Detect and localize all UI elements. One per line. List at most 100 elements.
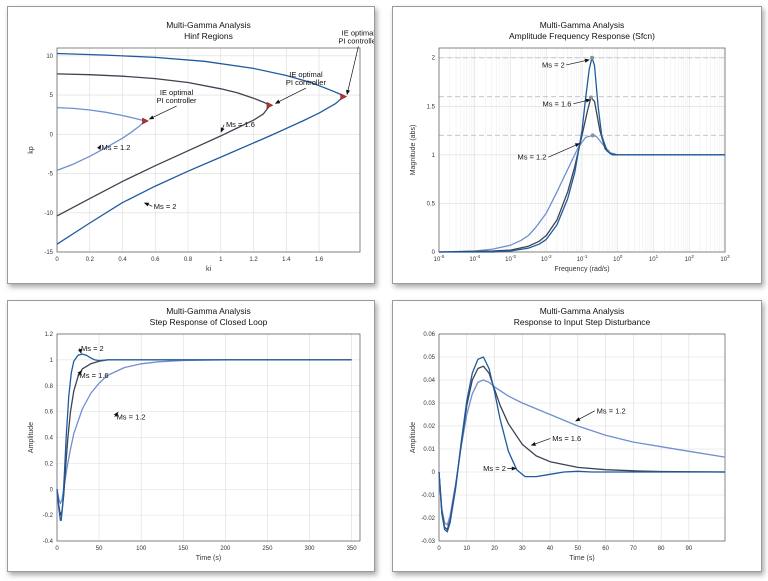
x-tick-label: 150 — [178, 546, 189, 552]
x-tick-label: 101 — [649, 254, 659, 263]
annotation-label: Ms = 1.6 — [552, 434, 581, 443]
x-tick-label: 100 — [136, 546, 147, 552]
x-tick-label: 102 — [685, 254, 695, 263]
annotation-arrow — [277, 87, 307, 103]
x-tick-label: 50 — [574, 546, 581, 552]
x-tick-label: 250 — [262, 546, 273, 552]
y-tick-label: 5 — [50, 93, 54, 99]
annotation-label: IE optimal — [342, 28, 374, 37]
y-tick-label: 2 — [432, 56, 436, 62]
x-tick-label: 0 — [55, 257, 59, 263]
x-tick-label: 0.2 — [86, 257, 95, 263]
grid-lines — [56, 48, 360, 253]
y-axis-label: Amplitude — [28, 422, 35, 453]
series-line-ms12 — [56, 106, 147, 172]
y-tick-label: 0.2 — [45, 461, 54, 467]
x-tick-label: 350 — [347, 546, 358, 552]
x-tick-label: 300 — [304, 546, 315, 552]
y-tick-label: -10 — [44, 211, 53, 217]
optimal-point-marker — [266, 101, 274, 109]
y-tick-label: 0 — [50, 487, 54, 493]
chart-title: Multi-Gamma Analysis — [166, 20, 251, 30]
annotation-label: IE optimal — [160, 88, 194, 97]
y-tick-label: 1 — [432, 153, 436, 159]
y-axis-label: kp — [28, 146, 35, 154]
x-tick-label: 0 — [437, 546, 441, 552]
y-tick-label: 0.01 — [423, 447, 435, 453]
annotation-arrowhead — [97, 144, 102, 150]
annotation-arrowhead — [346, 89, 350, 96]
chart-title: Multi-Gamma Analysis — [166, 306, 251, 316]
x-tick-label: 1.2 — [249, 257, 258, 263]
annotation-arrow — [347, 46, 359, 93]
annotation-arrow — [151, 105, 177, 119]
y-tick-label: 0.4 — [45, 436, 54, 442]
y-tick-label: 0.05 — [423, 355, 435, 361]
annotation-label: PI controller — [157, 96, 198, 105]
annotation-arrowhead — [77, 348, 82, 355]
annotation-label: IE optimal — [289, 70, 323, 79]
annotation-arrowhead — [511, 466, 517, 471]
annotation-arrowhead — [220, 127, 225, 133]
chart-panel-amplitude-response: Multi-Gamma Analysis Amplitude Frequency … — [392, 6, 762, 284]
y-tick-label: 0 — [432, 250, 436, 256]
x-tick-label: 30 — [519, 546, 526, 552]
x-tick-label: 0.6 — [151, 257, 160, 263]
grid-lines — [56, 333, 360, 542]
x-tick-label: 0.4 — [118, 257, 127, 263]
series-line-ms2 — [56, 52, 345, 245]
y-tick-label: -0.03 — [421, 539, 435, 545]
annotation-label: PI controller — [286, 78, 327, 87]
annotation-label: PI controller — [338, 36, 374, 45]
x-tick-label: 10-4 — [469, 254, 480, 263]
annotation-label: Ms = 2 — [154, 202, 177, 211]
annotation-label: Ms = 1.2 — [517, 153, 546, 162]
series-line-ms12 — [56, 359, 352, 505]
plot-area-frame — [438, 47, 726, 253]
x-tick-label: 10 — [463, 546, 470, 552]
optimal-point-marker — [142, 117, 150, 125]
x-tick-label: 50 — [96, 546, 103, 552]
annotation-label: Ms = 2 — [483, 464, 506, 473]
plot-area-frame — [56, 47, 361, 253]
annotation-arrowhead — [575, 417, 581, 422]
y-tick-label: -5 — [48, 172, 54, 178]
y-tick-label: 0 — [432, 470, 436, 476]
y-axis-label: Magnitude (abs) — [410, 125, 417, 176]
peak-marker — [590, 55, 595, 60]
series-line-ms12 — [438, 379, 726, 526]
y-tick-label: -0.01 — [421, 493, 435, 499]
x-tick-label: 103 — [720, 254, 730, 263]
annotation-arrow — [577, 410, 595, 421]
annotation-arrowhead — [113, 411, 119, 417]
chart-subtitle: Step Response of Closed Loop — [150, 317, 268, 327]
y-tick-label: 0.02 — [423, 424, 435, 430]
annotation-arrowhead — [77, 370, 83, 376]
y-tick-label: 0.8 — [45, 384, 54, 390]
y-tick-label: -0.2 — [43, 513, 54, 519]
series-line-ms16 — [438, 365, 726, 531]
annotation-arrow — [573, 99, 589, 105]
chart-panel-disturbance-response: Multi-Gamma Analysis Response to Input St… — [392, 300, 762, 572]
annotation-arrowhead — [530, 441, 537, 446]
y-tick-label: 1.2 — [45, 332, 54, 338]
x-tick-label: 70 — [630, 546, 637, 552]
x-tick-label: 60 — [602, 546, 609, 552]
annotation-arrowhead — [148, 115, 155, 120]
annotation-arrowhead — [585, 98, 591, 103]
y-tick-label: 10 — [46, 54, 53, 60]
x-tick-label: 0.8 — [184, 257, 193, 263]
x-tick-label: 1 — [219, 257, 223, 263]
annotation-label: Ms = 1.2 — [101, 143, 130, 152]
grid-lines — [438, 333, 725, 542]
chart-title: Multi-Gamma Analysis — [540, 20, 625, 30]
x-axis-label: ki — [206, 266, 212, 273]
y-tick-label: 0.03 — [423, 401, 435, 407]
plot-area-frame — [56, 333, 361, 542]
chart-panel-step-response: Multi-Gamma Analysis Step Response of Clo… — [7, 300, 375, 572]
peak-marker — [590, 133, 595, 138]
y-tick-label: 1.5 — [427, 104, 436, 110]
x-tick-label: 80 — [658, 546, 665, 552]
x-tick-label: 10-3 — [505, 254, 516, 263]
x-tick-label: 1.4 — [282, 257, 291, 263]
